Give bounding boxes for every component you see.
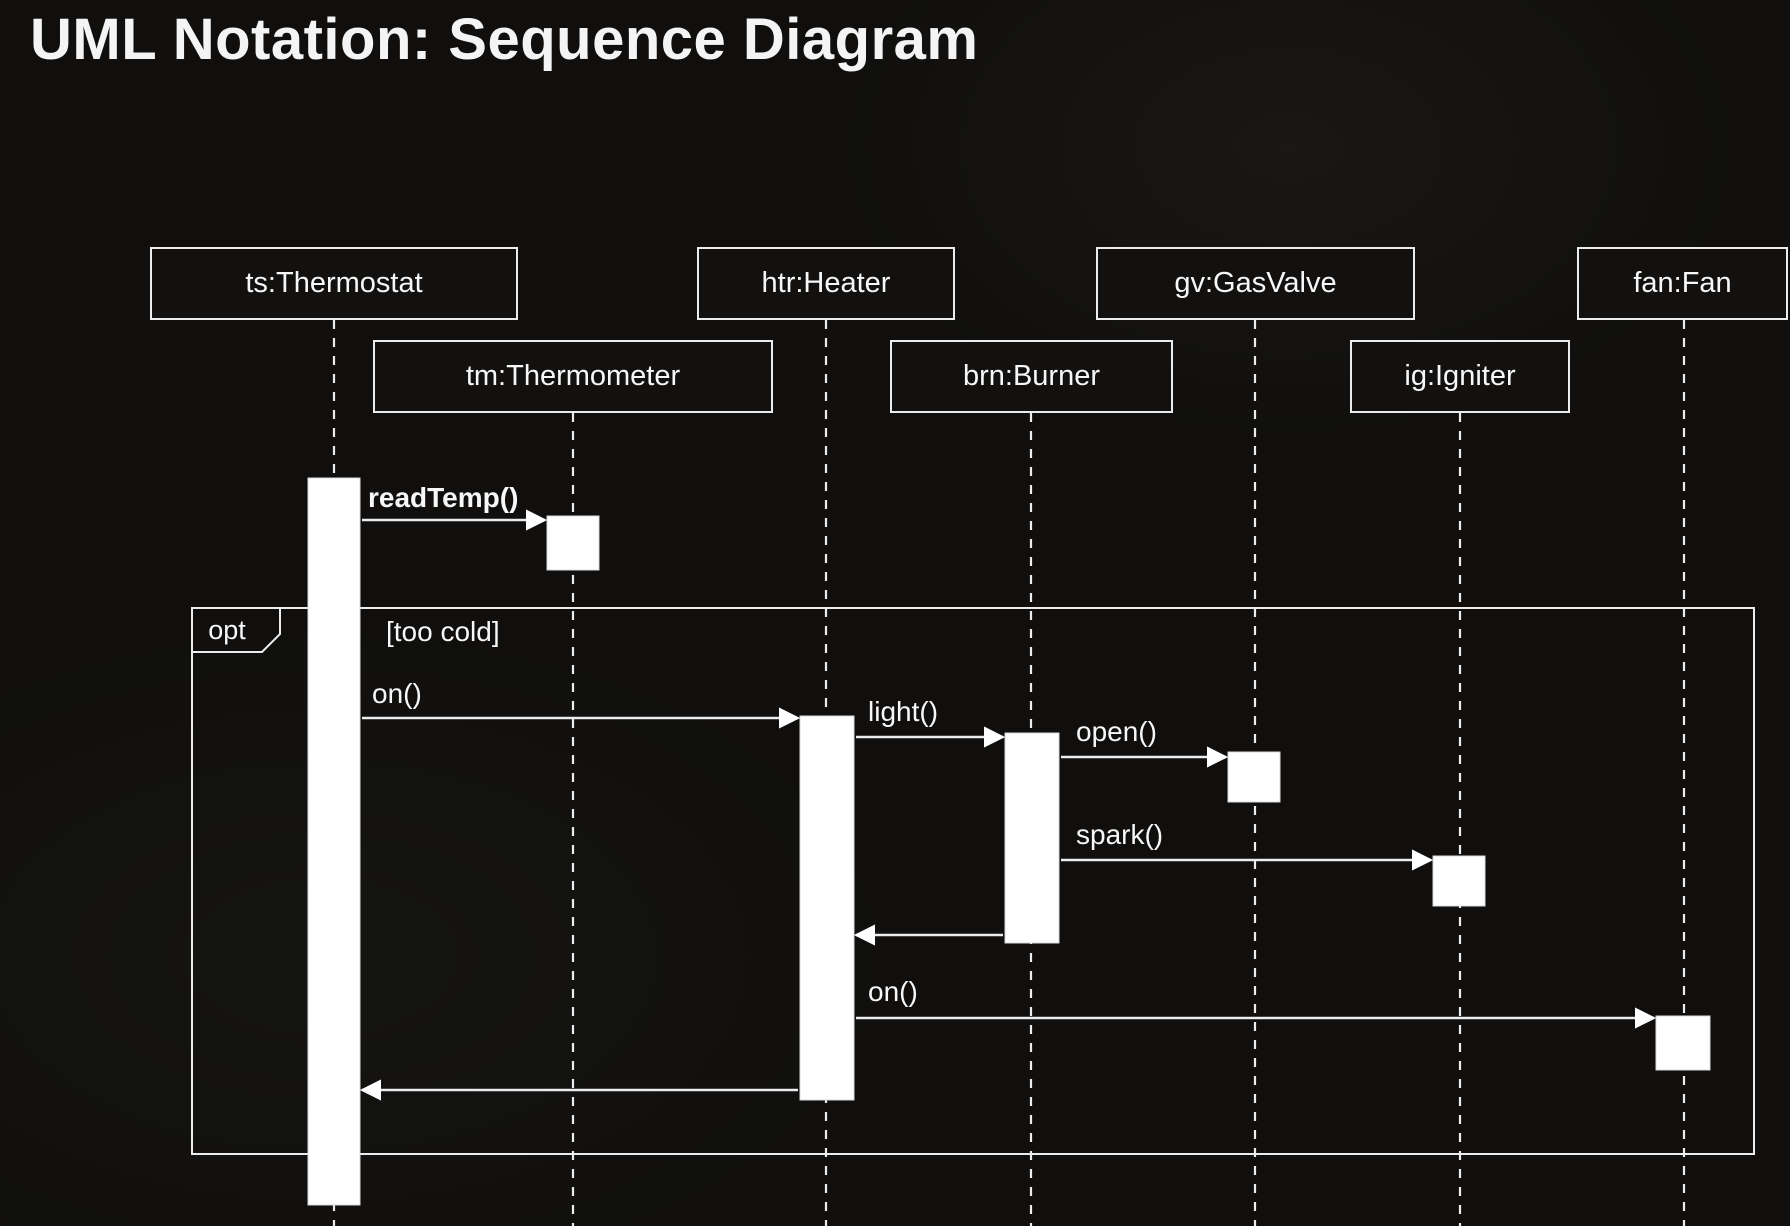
fragment-operator-label: opt [208,614,246,645]
lifeline-box-fan: fan:Fan [1577,247,1788,320]
fragment-guard-label: [too cold] [386,616,500,647]
message-label-light: light() [868,696,939,727]
page-title: UML Notation: Sequence Diagram [30,7,979,72]
opt-fragment-frame [191,607,1755,1155]
lifeline-box-ig: ig:Igniter [1350,340,1570,413]
lifeline-box-ts: ts:Thermostat [150,247,518,320]
lifeline-box-htr: htr:Heater [697,247,955,320]
activation-bar-gv [1227,751,1281,803]
message-label-on-heater: on() [372,678,422,709]
message-label-spark: spark() [1076,819,1164,850]
activation-bar-tm [546,515,600,571]
lifeline-box-brn: brn:Burner [890,340,1173,413]
opt-fragment-tab [191,607,281,653]
message-label-on-fan: on() [868,976,918,1007]
activation-bar-ig [1432,855,1486,907]
message-label-open: open() [1076,716,1157,747]
activation-bar-ts [307,477,361,1206]
message-label-readTemp: readTemp() [368,482,519,513]
lifeline-box-gv: gv:GasValve [1096,247,1415,320]
lifeline-box-tm: tm:Thermometer [373,340,773,413]
activation-bar-brn [1004,732,1060,944]
activation-bar-fan [1655,1015,1711,1071]
activation-bar-htr [799,715,855,1101]
